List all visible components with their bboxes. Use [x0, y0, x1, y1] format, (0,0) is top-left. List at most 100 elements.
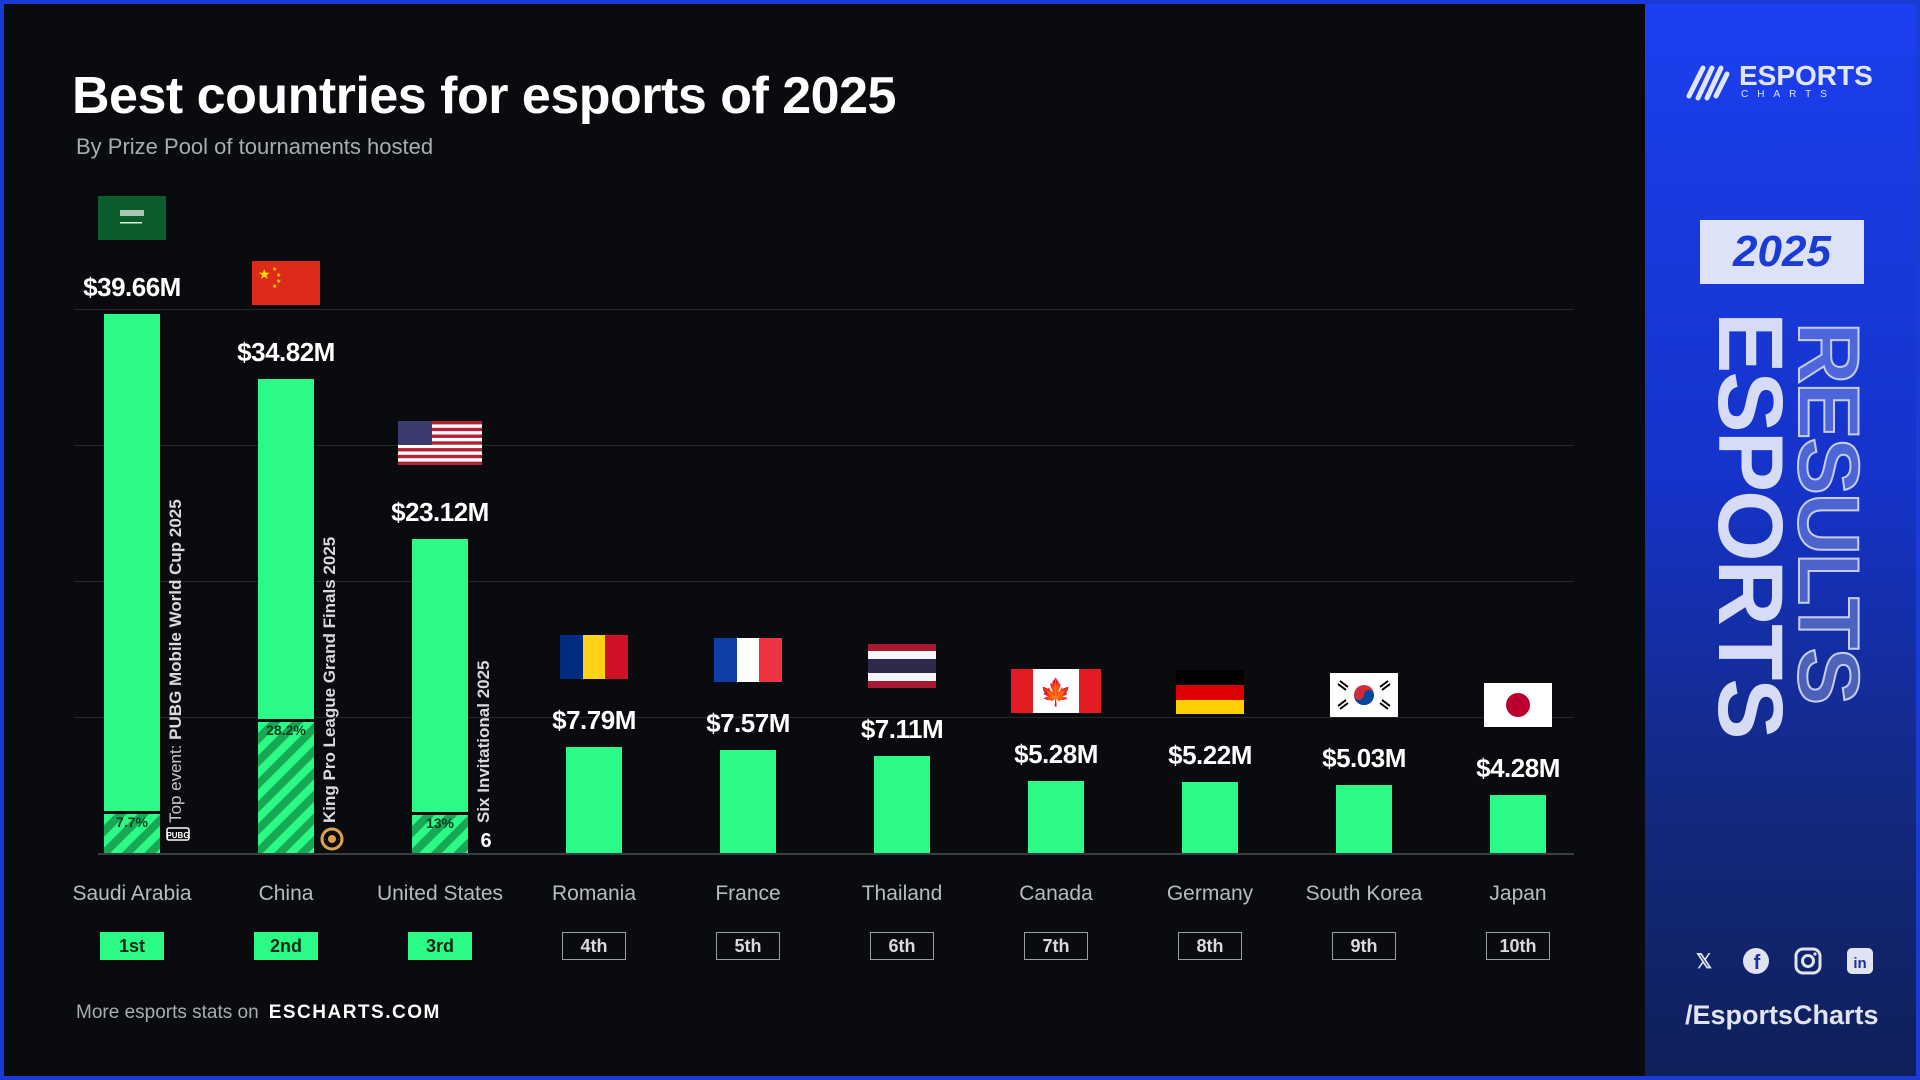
flag-japan [1484, 682, 1552, 727]
country-label: South Korea [1305, 882, 1423, 905]
kpl-icon [320, 827, 344, 851]
baseline [98, 853, 1574, 855]
bar [1028, 781, 1084, 853]
svg-text:PUBG: PUBG [166, 831, 189, 840]
logo-text: ESPORTS [1739, 59, 1873, 91]
bar [566, 747, 622, 853]
value-label: $34.82M [237, 337, 335, 368]
value-label: $7.79M [552, 705, 636, 736]
flag-south-korea [1330, 672, 1398, 717]
svg-text:★: ★ [258, 266, 271, 282]
country-label: United States [376, 882, 504, 905]
top-event-label: Top event: PUBG Mobile World Cup 2025 [166, 499, 186, 823]
country-label: China [258, 882, 314, 905]
share-label: 7.7% [116, 814, 148, 831]
rank-badge: 7th [1024, 932, 1088, 960]
gridline [74, 309, 1574, 310]
value-label: $5.03M [1322, 742, 1406, 773]
logo-stripes-icon [1686, 65, 1730, 101]
facebook-icon[interactable]: f [1741, 946, 1771, 976]
flag-saudi-arabia [98, 195, 166, 240]
country-label: Canada [1019, 882, 1093, 905]
bar [1490, 794, 1546, 853]
share-label: 28.2% [266, 722, 306, 739]
vertical-results-text: RESULTS [1779, 321, 1877, 704]
rank-badge: 10th [1486, 932, 1550, 960]
footer: More esports stats on ESCHARTS.COM [76, 1002, 441, 1024]
chart-panel: Best countries for esports of 2025 By Pr… [4, 4, 1645, 1076]
value-label: $7.57M [706, 708, 790, 739]
social-handle[interactable]: /EsportsCharts [1685, 1000, 1879, 1030]
rank-badge: 6th [870, 932, 934, 960]
flag-united-states [398, 420, 482, 465]
flag-canada: 🍁 [1011, 669, 1101, 714]
top-event-label: Six Invitational 2025 [474, 660, 494, 823]
bar [720, 750, 776, 853]
rainbow-six-icon: 6 [474, 827, 498, 852]
top-event-name: King Pro League Grand Finals 2025 [320, 536, 339, 823]
bar: 7.7% [104, 313, 160, 853]
flag-france [714, 638, 782, 683]
top-event-share: 28.2% [258, 719, 314, 853]
value-label: $7.11M [860, 714, 944, 745]
rank-badge: 9th [1332, 932, 1396, 960]
country-label: Japan [1489, 882, 1547, 905]
bar: 13% [412, 538, 468, 853]
svg-text:in: in [1853, 955, 1866, 972]
svg-text:★: ★ [272, 266, 277, 273]
rank-badge: 8th [1178, 932, 1242, 960]
sidebar: ESPORTS CHARTS 2025 ESPORTS RESULTS 𝕏 f i… [1645, 0, 1920, 1080]
top-event-share: 7.7% [104, 811, 160, 853]
rank-badge: 5th [716, 932, 780, 960]
value-label: $5.28M [1014, 739, 1098, 770]
flag-romania [560, 635, 628, 680]
svg-text:★: ★ [276, 278, 281, 285]
bar [874, 756, 930, 853]
country-label: Saudi Arabia [72, 882, 192, 905]
flag-china: ★ ★ ★ ★ ★ [252, 261, 320, 306]
esports-charts-logo: ESPORTS CHARTS [1685, 60, 1873, 102]
value-label: $5.22M [1168, 740, 1252, 770]
svg-text:f: f [1754, 952, 1761, 974]
svg-text:🍁: 🍁 [1040, 677, 1072, 707]
vertical-esports-text: ESPORTS [1699, 312, 1801, 738]
gridline [74, 581, 1574, 582]
bar [1336, 784, 1392, 853]
top-event-name: Six Invitational 2025 [474, 660, 493, 823]
top-event-name: PUBG Mobile World Cup 2025 [166, 499, 185, 740]
top-event-share: 13% [412, 812, 468, 853]
linkedin-icon[interactable]: in [1845, 946, 1875, 976]
rank-badge: 1st [100, 932, 164, 960]
rank-badge: 4th [562, 932, 626, 960]
country-label: Germany [1166, 882, 1254, 905]
country-label: Romania [551, 882, 637, 905]
value-label: $4.28M [1476, 752, 1560, 783]
logo-subtext: CHARTS [1741, 88, 1836, 100]
country-label: Thailand [861, 882, 943, 905]
x-icon[interactable]: 𝕏 [1695, 950, 1713, 973]
page-subtitle: By Prize Pool of tournaments hosted [76, 134, 434, 159]
social-links: 𝕏 f in [1689, 946, 1875, 976]
gridline [74, 445, 1574, 446]
instagram-icon[interactable] [1793, 946, 1823, 976]
value-label: $39.66M [83, 271, 181, 302]
svg-text:6: 6 [480, 830, 491, 851]
pubg-mobile-icon: PUBG [166, 827, 190, 847]
gridline [74, 717, 1574, 718]
footer-link[interactable]: ESCHARTS.COM [268, 1002, 441, 1023]
bar: 28.2% [258, 379, 314, 853]
page-title: Best countries for esports of 2025 [72, 67, 896, 125]
rank-badge: 2nd [254, 932, 318, 960]
country-label: France [715, 882, 781, 905]
flag-thailand [868, 644, 936, 689]
svg-text:★: ★ [276, 272, 281, 279]
flag-germany [1176, 670, 1244, 714]
year-badge: 2025 [1700, 220, 1864, 284]
bar [1182, 782, 1238, 853]
value-label: $23.12M [391, 496, 489, 527]
svg-text:★: ★ [272, 283, 277, 290]
top-event-prefix: Top event: [166, 739, 185, 823]
share-label: 13% [425, 815, 455, 832]
top-event-label: King Pro League Grand Finals 2025 [320, 537, 340, 823]
rank-badge: 3rd [408, 932, 472, 960]
